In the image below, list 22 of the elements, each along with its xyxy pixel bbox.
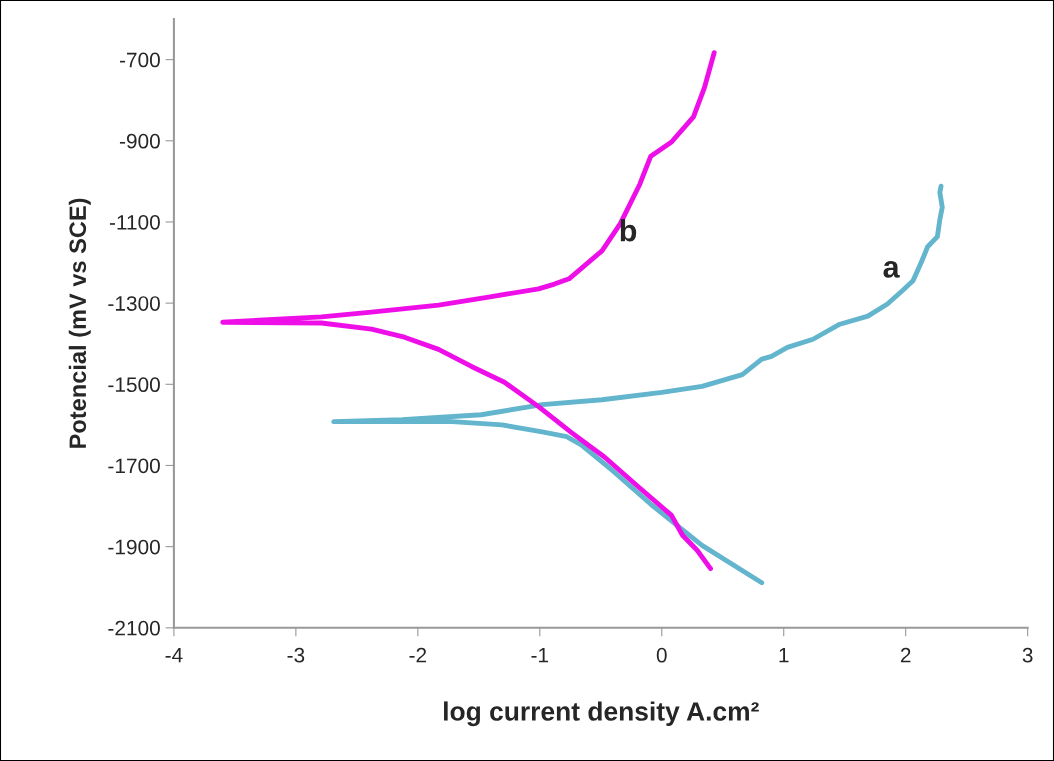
line-series — [331, 183, 945, 586]
y-tick-label: -2100 — [108, 620, 160, 636]
x-tick-label: -1 — [531, 648, 549, 663]
series-label: b — [620, 219, 637, 242]
x-tick-label: -3 — [287, 647, 305, 663]
x-tick-label: -2 — [409, 647, 427, 663]
y-axis-title: Potencial (mV vs SCE) — [68, 198, 91, 448]
x-tick-label: 1 — [779, 648, 789, 663]
series-label: a — [883, 261, 900, 278]
y-tick-label: -900 — [119, 133, 160, 149]
x-tick-label: 0 — [656, 647, 667, 663]
line-series — [220, 50, 717, 571]
y-tick-label: -700 — [119, 52, 160, 68]
y-tick-label: -1500 — [108, 377, 160, 393]
x-tick-label: 2 — [900, 647, 911, 663]
y-tick-label: -1900 — [108, 539, 160, 555]
x-tick-label: 3 — [1022, 647, 1033, 663]
y-tick-label: -1100 — [109, 214, 160, 230]
y-tick-label: -1700 — [108, 458, 160, 474]
x-axis-title: log current density A.cm² — [444, 701, 759, 727]
x-tick-label: -4 — [165, 648, 183, 663]
y-tick-label: -1300 — [108, 296, 160, 311]
